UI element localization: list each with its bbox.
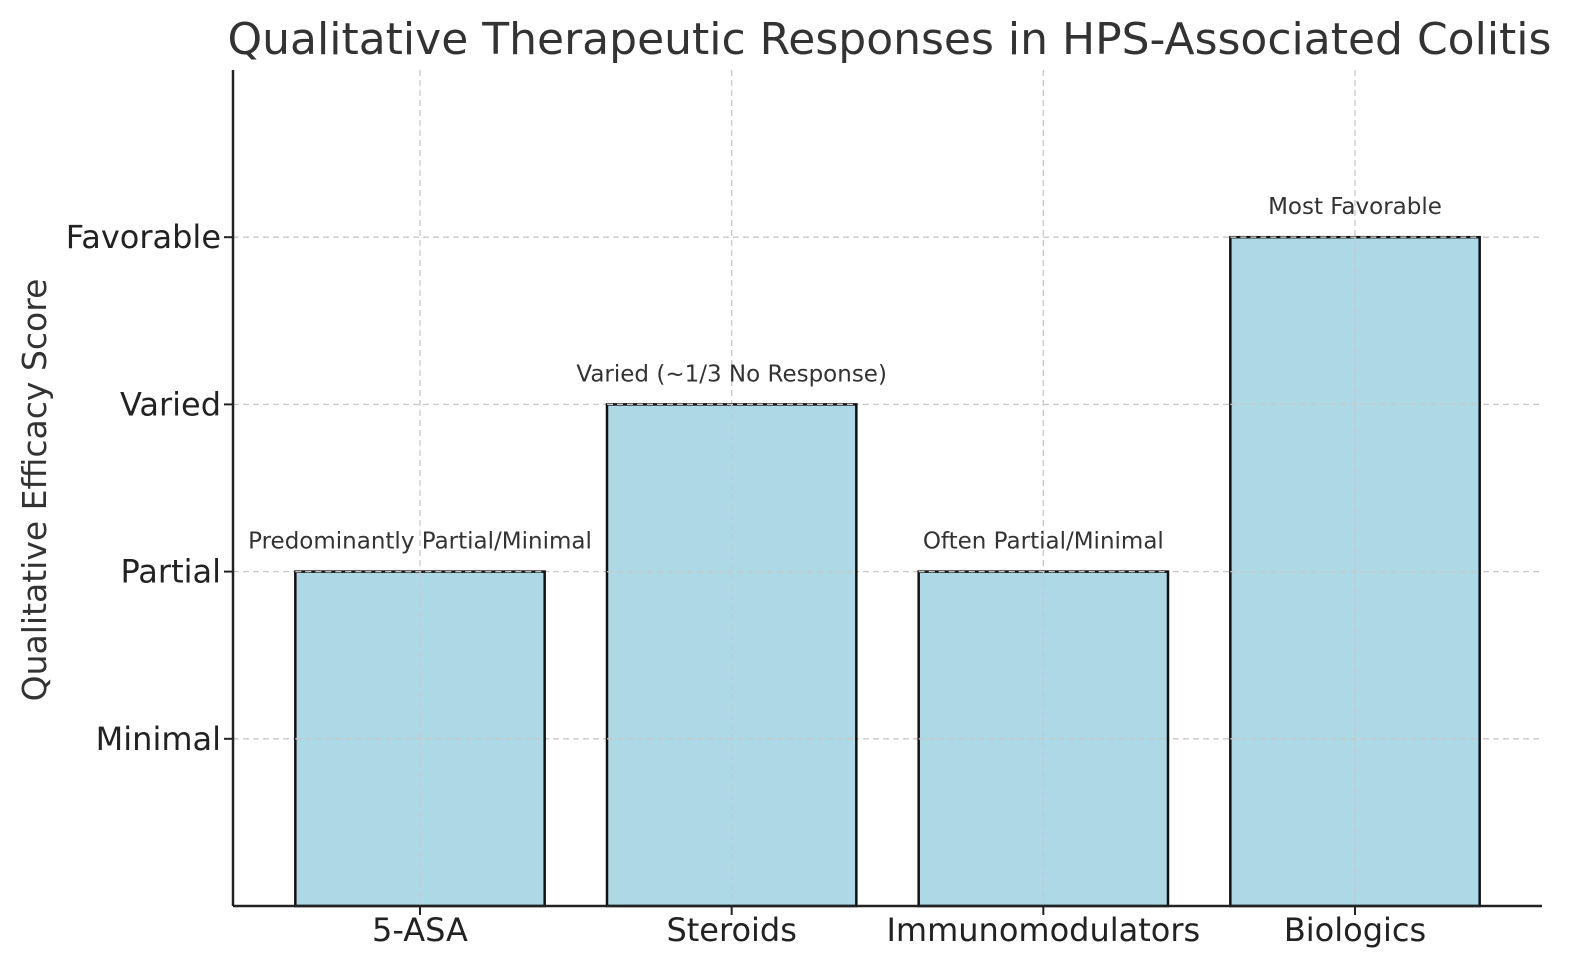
x-tick-label: Biologics [1284, 911, 1426, 949]
y-tick-label: Partial [120, 553, 221, 591]
data-labels: Predominantly Partial/Minimal Varied (~1/… [248, 194, 1442, 554]
y-tick-label: Favorable [66, 218, 221, 256]
ticks: Minimal Partial Varied Favorable 5-ASA Steroi… [66, 218, 1426, 949]
bar-value-label: Often Partial/Minimal [923, 529, 1164, 555]
chart-title: Qualitative Therapeutic Responses in HPS… [228, 14, 1552, 65]
y-axis-title: Qualitative Efficacy Score [15, 279, 54, 702]
x-tick-label: Immunomodulators [886, 911, 1200, 949]
x-tick-label: 5-ASA [372, 911, 468, 949]
bar-value-label: Predominantly Partial/Minimal [248, 529, 592, 555]
bars [294, 235, 1481, 908]
y-tick-label: Varied [120, 385, 221, 423]
axes [231, 70, 1542, 908]
x-tick-label: Steroids [666, 911, 796, 949]
bar-value-label: Varied (~1/3 No Response) [576, 361, 887, 387]
bar-value-label: Most Favorable [1268, 194, 1442, 220]
y-tick-label: Minimal [96, 720, 221, 758]
